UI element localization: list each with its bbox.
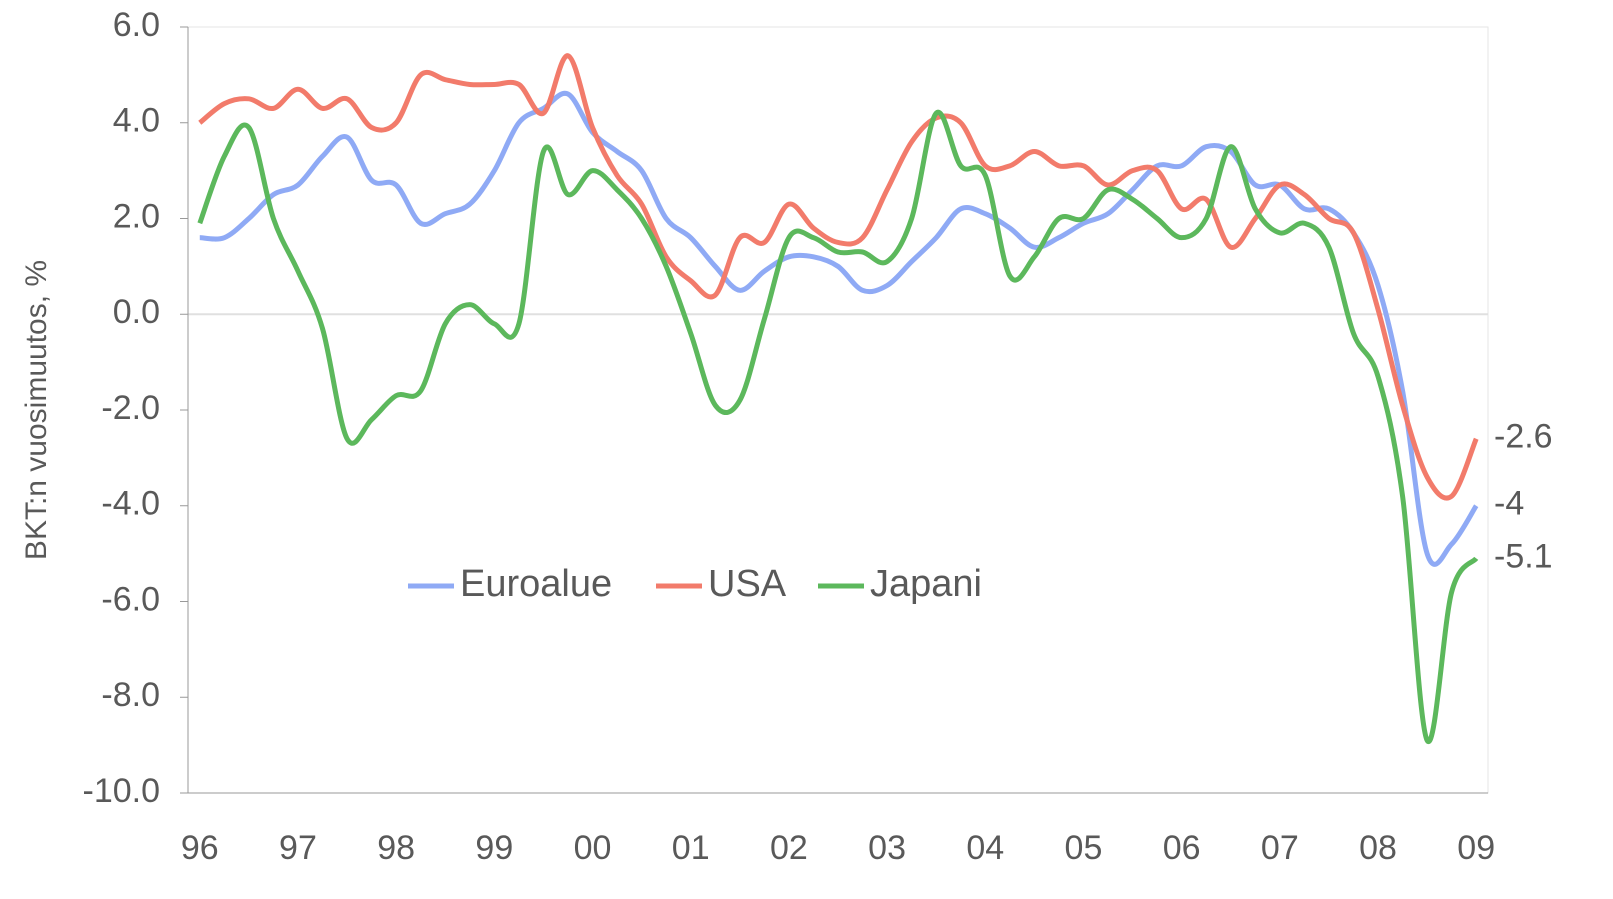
x-tick-label: 07 [1261,829,1299,867]
y-tick-label: -10.0 [83,772,161,810]
x-tick-label: 99 [475,829,513,867]
y-tick-label: -4.0 [101,485,160,523]
y-tick-label: 4.0 [113,102,160,140]
x-tick-label: 04 [966,829,1004,867]
x-tick-label: 09 [1457,829,1495,867]
y-tick-label: -2.0 [101,389,160,427]
x-tick-label: 05 [1065,829,1103,867]
x-tick-label: 96 [181,829,219,867]
legend-label: USA [708,563,787,605]
series-line [199,90,1479,567]
x-tick-label: 98 [377,829,415,867]
y-tick-label: -6.0 [101,580,160,618]
y-tick-label: -8.0 [101,676,160,714]
legend-label: Japani [870,563,982,605]
x-tick-label: 06 [1163,829,1201,867]
end-label: -2.6 [1494,418,1553,456]
y-tick-label: 6.0 [113,6,160,44]
y-tick-label: 0.0 [113,293,160,331]
legend-label: Euroalue [460,563,612,605]
series-line [198,53,1479,501]
x-tick-label: 00 [574,829,612,867]
end-label: -4 [1494,485,1524,523]
series-line [197,109,1479,745]
x-tick-label: 01 [672,829,710,867]
x-tick-label: 03 [868,829,906,867]
y-tick-label: 2.0 [113,197,160,235]
x-tick-label: 08 [1359,829,1397,867]
x-tick-label: 02 [770,829,808,867]
x-tick-label: 97 [279,829,317,867]
end-label: -5.1 [1494,537,1553,575]
y-axis-label: BKT:n vuosimuutos, % [20,260,53,560]
